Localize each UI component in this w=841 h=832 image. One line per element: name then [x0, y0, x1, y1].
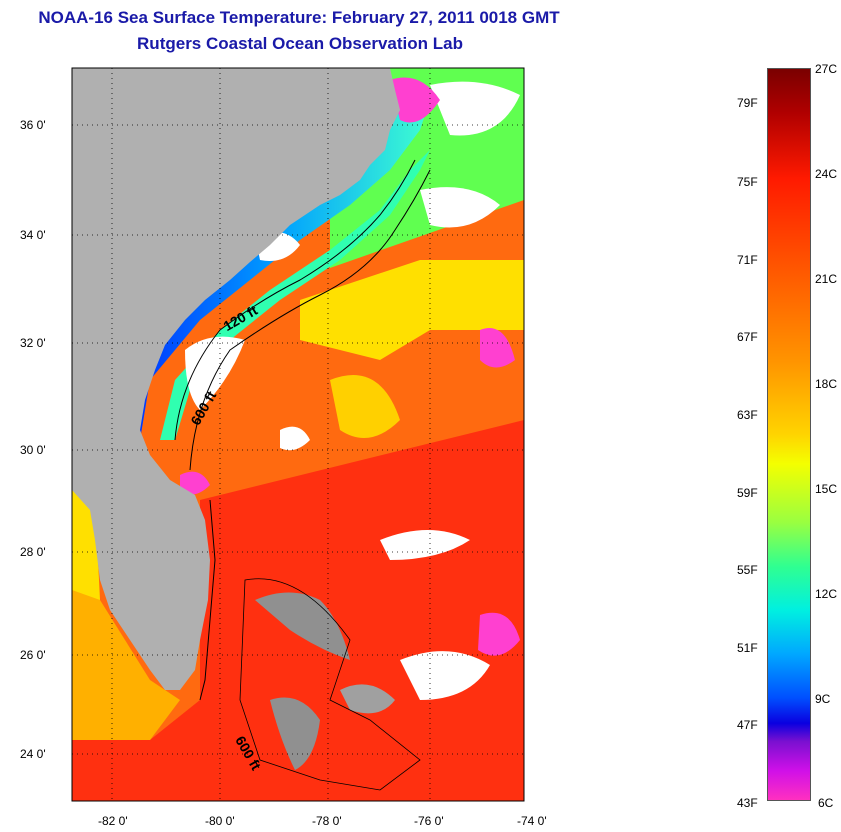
cloud-patch: [185, 336, 245, 410]
magenta-patch: [480, 328, 515, 368]
northern-waters-yellow: [300, 260, 524, 360]
celsius-label: 12C: [815, 587, 838, 601]
lat-tick-label: 32 0': [20, 336, 46, 350]
celsius-label: 27C: [815, 62, 838, 76]
land-mass: [72, 68, 400, 690]
lon-tick-label: -78 0': [312, 814, 342, 828]
lon-tick-label: -80 0': [205, 814, 235, 828]
celsius-label: 6C: [818, 796, 834, 810]
fahrenheit-label: 79F: [737, 96, 758, 110]
cloud-patch: [420, 187, 500, 228]
celsius-label: 9C: [815, 692, 831, 706]
map-frame: [71, 67, 525, 802]
fahrenheit-label: 63F: [737, 408, 758, 422]
contour-600ft: [189, 169, 431, 701]
map-title: NOAA-16 Sea Surface Temperature: Februar…: [38, 8, 560, 27]
lat-tick-label: 30 0': [20, 443, 46, 457]
bahamas-bank: [340, 684, 395, 714]
bahamas-bank: [255, 592, 350, 660]
grid-lines: [72, 68, 524, 801]
magenta-patch: [390, 77, 440, 123]
fahrenheit-label: 75F: [737, 175, 758, 189]
lon-tick-label: -76 0': [414, 814, 444, 828]
cloud-patch: [380, 530, 470, 560]
fahrenheit-label: 51F: [737, 641, 758, 655]
celsius-label: 15C: [815, 482, 838, 496]
lat-tick-label: 36 0': [20, 118, 46, 132]
contour-120ft: [174, 159, 416, 441]
color-scale-bar: [767, 68, 811, 801]
bahamas-contour: [239, 578, 421, 791]
celsius-label: 24C: [815, 167, 838, 181]
cloud-patch: [400, 651, 490, 700]
mid-yellow-patch: [330, 375, 400, 438]
magenta-patch: [478, 612, 520, 656]
bahamas-bank: [270, 697, 320, 770]
gulf-water: [72, 580, 180, 740]
magenta-patch: [180, 471, 210, 495]
cloud-patch: [280, 426, 310, 451]
fahrenheit-label: 43F: [737, 796, 758, 810]
fahrenheit-label: 67F: [737, 330, 758, 344]
celsius-label: 21C: [815, 272, 838, 286]
lon-tick-label: -74 0': [517, 814, 547, 828]
cloud-patch: [430, 81, 520, 136]
fahrenheit-label: 71F: [737, 253, 758, 267]
fahrenheit-label: 55F: [737, 563, 758, 577]
lat-tick-label: 28 0': [20, 545, 46, 559]
lat-tick-label: 26 0': [20, 648, 46, 662]
coastal-cold-band: [128, 100, 430, 440]
fahrenheit-label: 47F: [737, 718, 758, 732]
lon-tick-label: -82 0': [98, 814, 128, 828]
lat-tick-label: 34 0': [20, 228, 46, 242]
lat-tick-label: 24 0': [20, 747, 46, 761]
map-subtitle: Rutgers Coastal Ocean Observation Lab: [137, 34, 463, 53]
fahrenheit-label: 59F: [737, 486, 758, 500]
celsius-label: 18C: [815, 377, 838, 391]
